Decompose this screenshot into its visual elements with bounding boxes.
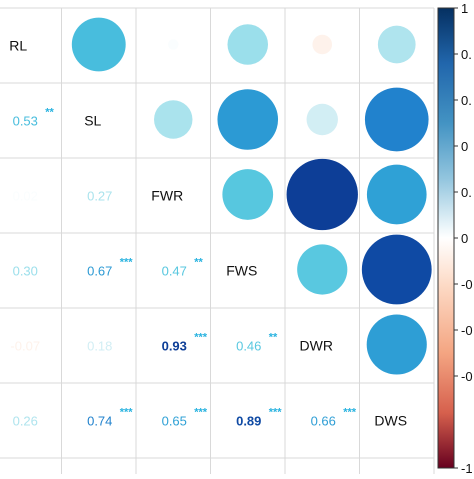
- correlation-value: 0.02: [13, 189, 38, 204]
- variable-label: RL: [9, 38, 27, 54]
- colorbar-tick-label: 0.: [461, 93, 472, 108]
- correlation-circle: [227, 24, 269, 65]
- variable-label: FWS: [226, 263, 257, 279]
- variable-label: DWR: [300, 338, 333, 354]
- correlation-circle: [377, 25, 416, 64]
- significance-stars: ***: [120, 407, 134, 419]
- colorbar-tick-label: 0: [461, 139, 468, 154]
- colorbar-tick-label: 1: [461, 1, 468, 16]
- variable-label: DWS: [374, 413, 407, 429]
- correlation-value: 0.26: [13, 414, 38, 429]
- correlation-circle: [297, 244, 348, 295]
- correlation-circle: [168, 39, 179, 50]
- correlation-value: 0.47: [162, 264, 187, 279]
- colorbar-tick-label: 0.: [461, 185, 472, 200]
- significance-stars: ***: [194, 332, 208, 344]
- correlation-circle: [71, 17, 126, 72]
- correlation-circle: [312, 34, 333, 55]
- colorbar-gradient: [437, 7, 455, 469]
- colorbar-tick-label: 0.: [461, 47, 472, 62]
- colorbar-tick-label: -0: [461, 369, 473, 384]
- correlation-value: 0.30: [13, 264, 38, 279]
- significance-stars: ***: [194, 407, 208, 419]
- correlation-circle: [306, 103, 338, 136]
- matrix-grid: [0, 7, 435, 474]
- significance-stars: ***: [269, 407, 283, 419]
- significance-stars: ***: [343, 407, 357, 419]
- correlation-circle: [366, 314, 427, 375]
- significance-stars: **: [269, 332, 278, 344]
- correlation-circle: [364, 87, 429, 152]
- colorbar-tick-label: 0: [461, 231, 468, 246]
- matrix-cells: RL 0.53 ** SL 0.02 0.27 FWR 0.30 0.67 *** 0.47 ** FW…: [9, 17, 432, 429]
- significance-stars: **: [45, 107, 54, 119]
- significance-stars: **: [194, 257, 203, 269]
- variable-label: SL: [84, 113, 101, 129]
- correlation-value: 0.53: [13, 114, 38, 129]
- correlation-circle: [222, 169, 274, 220]
- correlation-value: 0.89: [236, 414, 261, 429]
- correlation-value: 0.74: [87, 414, 112, 429]
- colorbar-tick-label: -0: [461, 323, 473, 338]
- colorbar: 1 0. 0. 0 0. 0 -0 -0 -0 -1: [437, 1, 473, 476]
- correlation-circle: [361, 234, 432, 305]
- correlation-value: 0.93: [162, 339, 187, 354]
- correlation-value: 0.65: [162, 414, 187, 429]
- colorbar-tick-label: -0: [461, 277, 473, 292]
- variable-label: FWR: [151, 188, 183, 204]
- correlation-circle: [217, 89, 279, 150]
- correlation-value: 0.67: [87, 264, 112, 279]
- correlation-circle: [286, 158, 358, 231]
- correlation-circle: [366, 164, 427, 225]
- correlation-value: -0.07: [10, 339, 40, 354]
- colorbar-tick-label: -1: [461, 461, 473, 474]
- correlation-value: 0.27: [87, 189, 112, 204]
- correlation-value: 0.18: [87, 339, 112, 354]
- correlation-circle: [154, 100, 193, 139]
- correlation-value: 0.46: [236, 339, 261, 354]
- significance-stars: ***: [120, 257, 134, 269]
- correlation-value: 0.66: [311, 414, 336, 429]
